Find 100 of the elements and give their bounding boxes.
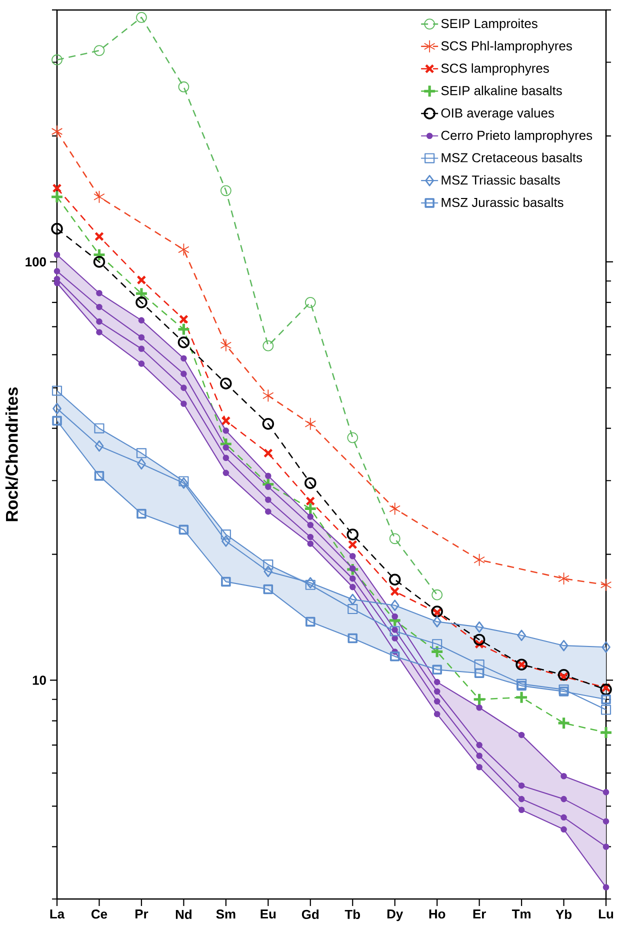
- legend-label: Cerro Prieto lamprophyres: [441, 130, 592, 143]
- point: [601, 694, 611, 704]
- x-tick-label: Nd: [176, 910, 192, 920]
- point: [54, 252, 60, 258]
- point: [92, 248, 106, 262]
- point: [348, 594, 357, 606]
- point: [262, 389, 274, 402]
- point: [307, 540, 314, 547]
- legend-label: SCS lamprophyres: [441, 63, 549, 76]
- point: [262, 418, 274, 430]
- point: [220, 338, 232, 352]
- x-tick-label: Lu: [598, 910, 613, 919]
- point: [94, 440, 104, 452]
- point: [476, 752, 482, 759]
- point: [220, 576, 231, 587]
- point: [474, 639, 484, 649]
- point: [474, 553, 485, 566]
- point: [93, 190, 105, 204]
- point: [518, 806, 525, 813]
- point: [434, 698, 440, 705]
- point: [263, 560, 274, 570]
- x-tick-label: Sm: [216, 910, 236, 919]
- point: [50, 190, 64, 204]
- point: [94, 470, 104, 481]
- point: [518, 732, 525, 738]
- point: [476, 704, 482, 711]
- legend-label: OIB average values: [441, 108, 554, 120]
- point: [222, 454, 229, 462]
- point: [220, 529, 231, 540]
- x-tick-label: Pr: [135, 910, 148, 918]
- point: [264, 508, 272, 515]
- point: [349, 553, 356, 560]
- point: [96, 290, 102, 296]
- point: [560, 814, 567, 821]
- point: [347, 604, 358, 614]
- point: [261, 478, 275, 492]
- point: [178, 314, 188, 324]
- point: [304, 477, 316, 489]
- point: [392, 635, 398, 642]
- point: [264, 472, 272, 479]
- point: [307, 522, 314, 528]
- point: [390, 600, 400, 612]
- point: [51, 54, 62, 66]
- point: [136, 458, 146, 470]
- point: [346, 562, 360, 576]
- point: [136, 508, 146, 519]
- point: [434, 688, 440, 695]
- point: [180, 400, 187, 407]
- point: [93, 256, 105, 268]
- point: [348, 633, 358, 644]
- x-tick-label: Gd: [302, 910, 318, 920]
- point: [136, 448, 146, 458]
- point: [472, 692, 486, 706]
- point: [138, 334, 144, 341]
- point: [518, 782, 525, 789]
- point: [390, 652, 400, 662]
- point: [94, 423, 104, 434]
- point: [180, 384, 187, 391]
- point: [54, 268, 60, 274]
- point: [52, 183, 62, 193]
- point: [517, 630, 526, 642]
- point: [305, 580, 316, 590]
- point: [263, 448, 273, 458]
- point: [476, 764, 482, 770]
- point: [601, 682, 611, 692]
- x-tick-label: Yb: [556, 910, 572, 920]
- point: [432, 639, 442, 650]
- point: [434, 678, 440, 686]
- point: [306, 577, 315, 588]
- point: [180, 355, 187, 362]
- point: [96, 329, 102, 336]
- point: [430, 644, 444, 658]
- point: [306, 496, 315, 506]
- legend-label: MSZ Triassic basalts: [442, 175, 560, 185]
- point: [138, 360, 144, 367]
- point: [264, 566, 272, 578]
- point: [263, 584, 273, 594]
- x-tick-label: Ho: [429, 910, 446, 919]
- point: [176, 322, 190, 336]
- point: [179, 477, 188, 489]
- point: [432, 608, 442, 618]
- point: [432, 616, 442, 628]
- point: [514, 690, 528, 704]
- x-tick-label: Er: [473, 910, 486, 918]
- point: [307, 514, 314, 520]
- point: [602, 818, 610, 824]
- point: [599, 726, 613, 740]
- point: [304, 502, 318, 516]
- point: [264, 484, 272, 490]
- point: [178, 243, 190, 256]
- point: [390, 626, 400, 636]
- x-tick-label: Dy: [387, 910, 403, 922]
- point: [560, 826, 567, 833]
- y-tick-label: 100: [26, 257, 46, 266]
- point: [392, 626, 398, 633]
- x-tick-label: Eu: [260, 910, 276, 919]
- x-tick-label: Tm: [512, 910, 530, 918]
- point: [560, 796, 567, 802]
- point: [52, 402, 62, 414]
- point: [434, 710, 440, 718]
